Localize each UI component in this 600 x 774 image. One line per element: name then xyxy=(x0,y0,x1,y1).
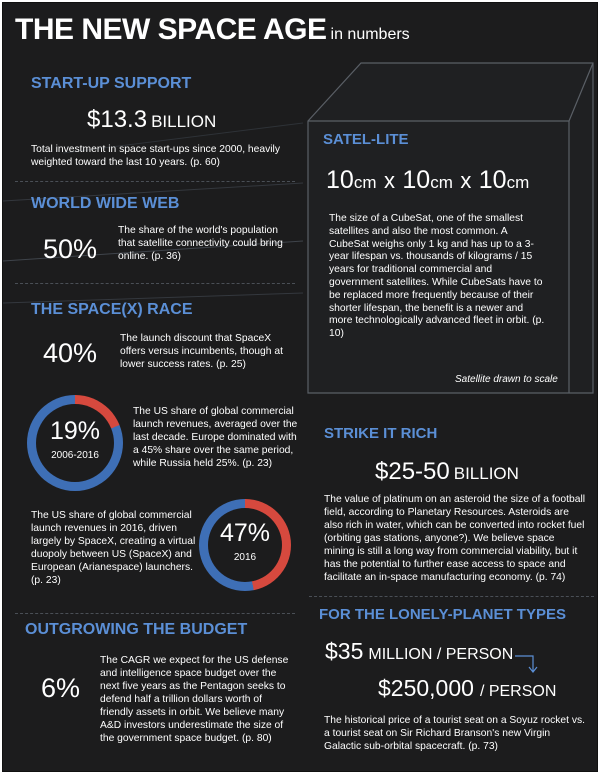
startup-text: Total investment in space start-ups sinc… xyxy=(31,144,280,168)
satellite-caption: Satellite drawn to scale xyxy=(455,374,558,385)
startup-figure: $13.3 BILLION xyxy=(87,106,217,133)
ring-1-value: 19% xyxy=(49,417,101,445)
lonely-figure-2: $250,000/ PERSON xyxy=(378,675,557,701)
lonely-unit-2: / PERSON xyxy=(479,683,557,700)
page-subtitle: in numbers xyxy=(330,26,410,43)
web-heading: WORLD WIDE WEB xyxy=(31,195,180,212)
lonely-text: The historical price of a tourist seat o… xyxy=(324,715,585,752)
startup-unit: BILLION xyxy=(151,112,217,131)
divider xyxy=(15,613,295,614)
strike-figure: $25-50 BILLION xyxy=(375,458,519,485)
web-figure: 50% xyxy=(43,234,98,264)
ring-2-label: 2016 xyxy=(233,552,257,563)
divider xyxy=(309,596,594,597)
page-title: THE NEW SPACE AGE in numbers xyxy=(15,13,410,46)
race-figure: 40% xyxy=(43,338,98,368)
arrow-down-right-icon xyxy=(515,655,538,673)
satellite-heading: SATEL-LITE xyxy=(323,131,409,148)
lonely-heading: FOR THE LONELY-PLANET TYPES xyxy=(319,606,566,623)
lonely-unit-1: MILLION / PERSON xyxy=(368,646,514,663)
strike-unit: BILLION xyxy=(453,464,519,483)
ring-1-label: 2006-2016 xyxy=(51,450,99,461)
ring-1-text: The US share of global commercial launch… xyxy=(133,406,298,469)
budget-heading: OUTGROWING THE BUDGET xyxy=(25,621,248,638)
race-text: The launch discount that SpaceX offers v… xyxy=(120,333,283,370)
satellite-text: The size of a CubeSat, one of the smalle… xyxy=(329,213,545,340)
divider xyxy=(15,283,295,284)
strike-text: The value of platinum on an asteroid the… xyxy=(324,494,586,583)
ring-chart-2016: 47% 2016 xyxy=(199,499,291,591)
ring-2-text: The US share of global commercial launch… xyxy=(31,510,196,586)
startup-heading: START-UP SUPPORT xyxy=(31,75,192,92)
ring-2-value: 47% xyxy=(219,519,271,547)
budget-figure: 6% xyxy=(41,673,81,703)
background-cube-illustration xyxy=(3,62,594,394)
race-heading: THE SPACE(X) RACE xyxy=(31,301,193,318)
cubesat-dimensions: 10cm x 10cm x 10cm xyxy=(326,166,530,194)
budget-text: The CAGR we expect for the US defense an… xyxy=(100,655,289,744)
divider xyxy=(15,181,295,182)
ring-chart-2006-2016: 19% 2006-2016 xyxy=(27,395,123,491)
lonely-figure-1: $35 MILLION / PERSON xyxy=(325,638,514,664)
web-text: The share of the world's population that… xyxy=(118,225,283,262)
strike-heading: STRIKE IT RICH xyxy=(324,425,438,442)
